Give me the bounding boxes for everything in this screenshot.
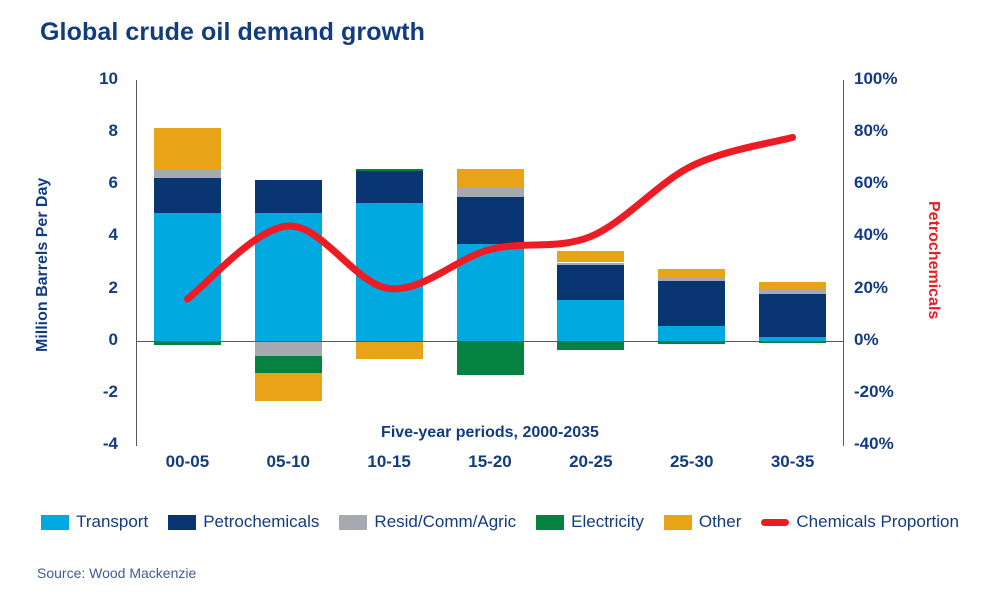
x-axis-tick-label: 15-20 — [468, 452, 512, 471]
y-axis-right-tick: 60% — [854, 173, 889, 193]
y2-axis-title: Petrochemicals — [925, 200, 942, 320]
y-axis-left-tick: 6 — [108, 173, 118, 193]
bar-segment[interactable] — [759, 288, 827, 294]
y-axis-right-ticks: 100% 80% 60% 40% 20% 0% -20% -40% — [854, 0, 974, 600]
legend-item-label: Electricity — [571, 512, 644, 531]
bar-segment[interactable] — [254, 373, 322, 401]
bar-group[interactable] — [759, 80, 827, 445]
bar-segment[interactable] — [153, 177, 221, 213]
x-axis-category-labels: 00-05 05-10 10-15 15-20 20-25 25-30 30-35 — [137, 452, 843, 478]
legend-item[interactable]: Electricity — [536, 512, 644, 532]
legend-swatch-icon — [339, 514, 368, 530]
bar-group[interactable] — [153, 80, 221, 445]
bar-segment[interactable] — [759, 336, 827, 341]
legend-line-icon — [761, 518, 790, 526]
bar-segment[interactable] — [658, 269, 726, 277]
y-axis-left-ticks: 10 8 6 4 2 0 -2 -4 — [0, 0, 128, 600]
bar-segment[interactable] — [153, 168, 221, 178]
legend-item-label: Chemicals Proportion — [796, 512, 959, 531]
x-axis-title: Five-year periods, 2000-2035 — [381, 424, 599, 441]
bar-segment[interactable] — [254, 356, 322, 374]
y-axis-right-tick: 100% — [854, 69, 898, 88]
legend-swatch-icon — [663, 514, 692, 530]
y-axis-right-tick: -20% — [854, 381, 894, 401]
legend-item-label: Other — [698, 512, 742, 531]
legend-swatch-icon — [168, 514, 197, 530]
bar-group[interactable] — [658, 80, 726, 445]
legend-item[interactable]: Chemicals Proportion — [761, 512, 959, 532]
legend-item[interactable]: Other — [663, 512, 742, 532]
bar-segment[interactable] — [557, 300, 625, 341]
y-axis-left-tick: 10 — [99, 69, 118, 88]
y-axis-left-tick: -4 — [102, 434, 118, 453]
x-axis-tick-label: 05-10 — [266, 452, 311, 471]
bar-group[interactable] — [456, 80, 524, 445]
plot-area — [137, 80, 843, 445]
y-axis-left-tick: 8 — [108, 121, 118, 141]
legend-item-label: Transport — [76, 512, 149, 531]
left-axis-line — [136, 80, 137, 446]
source-note: Source: Wood Mackenzie — [37, 565, 197, 581]
x-axis-tick-label: 20-25 — [569, 452, 613, 471]
legend-swatch-icon — [536, 514, 565, 530]
bar-segment[interactable] — [254, 212, 322, 341]
bar-segment[interactable] — [456, 197, 524, 245]
zero-baseline — [136, 341, 844, 342]
bar-segment[interactable] — [254, 180, 322, 213]
legend-item[interactable]: Resid/Comm/Agric — [339, 512, 516, 532]
bar-segment[interactable] — [254, 340, 322, 357]
bar-segment[interactable] — [759, 340, 827, 344]
bar-segment[interactable] — [456, 168, 524, 189]
x-axis-tick-label: 10-15 — [367, 452, 411, 471]
legend-item-label: Petrochemicals — [203, 512, 320, 531]
bar-segment[interactable] — [456, 188, 524, 198]
bar-segment[interactable] — [153, 340, 221, 345]
bar-segment[interactable] — [355, 168, 423, 172]
bar-segment[interactable] — [355, 202, 423, 341]
y-axis-left-tick: -2 — [102, 381, 118, 401]
chart-legend: Transport Petrochemicals Resid/Comm/Agric E… — [0, 512, 1000, 532]
bar-group[interactable] — [557, 80, 625, 445]
bar-segment[interactable] — [456, 340, 524, 375]
bar-group[interactable] — [355, 80, 423, 445]
bar-segment[interactable] — [557, 262, 625, 266]
bar-segment[interactable] — [153, 128, 221, 169]
bar-segment[interactable] — [355, 171, 423, 203]
page-title: Global crude oil demand growth — [40, 18, 425, 46]
y-axis-right-tick: 0% — [854, 329, 879, 349]
y-axis-left-tick: 0 — [108, 329, 118, 349]
y-axis-right-tick: 80% — [854, 121, 889, 141]
bar-segment[interactable] — [557, 340, 625, 350]
bar-segment[interactable] — [658, 340, 726, 344]
x-axis-tick-label: 25-30 — [669, 452, 714, 471]
y-axis-right-tick: 40% — [854, 225, 889, 245]
right-axis-line — [843, 80, 844, 446]
x-axis-tick-label: 00-05 — [165, 452, 210, 471]
bar-segment[interactable] — [759, 282, 827, 289]
bar-segment[interactable] — [658, 276, 726, 281]
y-axis-right-tick: 20% — [854, 277, 889, 297]
bar-segment[interactable] — [658, 280, 726, 327]
bar-segment[interactable] — [456, 244, 524, 341]
bar-segment[interactable] — [355, 340, 423, 359]
legend-item-label: Resid/Comm/Agric — [374, 512, 517, 531]
bar-segment[interactable] — [557, 250, 625, 263]
bar-segment[interactable] — [557, 265, 625, 301]
bar-group[interactable] — [254, 80, 322, 445]
bar-segment[interactable] — [153, 212, 221, 341]
legend-item[interactable]: Transport — [41, 512, 148, 532]
y-axis-left-tick: 4 — [108, 225, 118, 245]
y-axis-left-tick: 2 — [108, 277, 118, 297]
legend-item[interactable]: Petrochemicals — [168, 512, 319, 532]
bar-segment[interactable] — [759, 293, 827, 337]
legend-swatch-icon — [41, 514, 70, 530]
bar-segment[interactable] — [658, 326, 726, 341]
x-axis-tick-label: 30-35 — [770, 452, 815, 471]
y-axis-right-tick: -40% — [854, 434, 894, 453]
